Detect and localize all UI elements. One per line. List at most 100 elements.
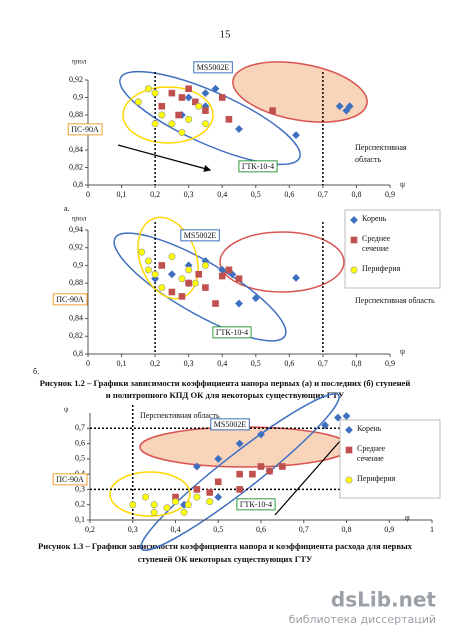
- x-tick-label: 0,7: [299, 525, 309, 534]
- circle-point: [134, 98, 142, 106]
- diamond-point: [192, 462, 201, 471]
- annotation: MS5002E: [184, 231, 217, 240]
- region-ellipse: [109, 471, 191, 517]
- circle-point: [350, 266, 358, 274]
- x-tick-label: 0: [86, 190, 90, 199]
- circle-point: [185, 115, 193, 123]
- diamond-point: [251, 294, 260, 303]
- x-tick-label: 0,5: [251, 190, 261, 199]
- region-ellipse: [219, 231, 345, 293]
- y-tick-label: 0,1: [75, 515, 85, 524]
- square-point: [266, 467, 273, 475]
- legend-label: Среднее сечение: [357, 444, 386, 463]
- x-axis-label: φ: [405, 513, 410, 522]
- circle-point: [151, 270, 159, 278]
- x-tick-label: 0,5: [213, 525, 223, 534]
- y-tick-label: 0,9: [73, 92, 83, 101]
- annotation: ПС-90А: [56, 475, 84, 484]
- square-point: [202, 107, 209, 114]
- square-point: [178, 94, 186, 101]
- square-point: [185, 85, 192, 93]
- legend-label: Корень: [362, 214, 387, 223]
- y-tick-label: 0,2: [75, 500, 85, 509]
- y-tick-label: 0,88: [69, 278, 83, 287]
- x-tick-label: 0,9: [385, 359, 395, 368]
- diamond-point: [292, 131, 300, 140]
- circle-point: [193, 493, 201, 501]
- diamond-point: [257, 430, 265, 439]
- circle-point: [206, 498, 214, 506]
- legend-entry: Корень: [357, 424, 381, 433]
- circle-point: [168, 120, 176, 128]
- y-tick-label: 0,8: [73, 349, 83, 358]
- x-tick-label: 0,7: [318, 359, 328, 368]
- circle-point: [138, 248, 146, 256]
- circle-point: [150, 501, 158, 509]
- diamond-point: [235, 439, 244, 448]
- square-point: [168, 89, 176, 97]
- region-ellipse: [140, 392, 340, 552]
- x-tick-label: 0,4: [217, 359, 227, 368]
- watermark-tagline: библиотека диссертаций: [289, 613, 436, 626]
- circle-point: [168, 253, 176, 261]
- legend-entry: Среднее сечение: [362, 234, 390, 253]
- y-tick-label: 0,92: [69, 243, 83, 252]
- y-tick-label: 0,3: [75, 484, 85, 493]
- x-tick-label: 0,6: [256, 525, 266, 534]
- x-tick-label: 0,2: [150, 190, 160, 199]
- y-axis-label: ηпол: [72, 58, 87, 66]
- circle-point: [178, 275, 186, 283]
- square-point: [218, 94, 226, 101]
- square-point: [350, 236, 358, 244]
- page-number: 15: [220, 29, 232, 41]
- square-point: [218, 272, 226, 280]
- square-point: [214, 478, 222, 486]
- watermark-brand: dsLib.net: [331, 588, 437, 612]
- diamond-point: [342, 106, 351, 115]
- square-point: [269, 107, 276, 114]
- square-point: [158, 262, 166, 269]
- circle-point: [201, 120, 209, 128]
- x-tick-label: 0,2: [150, 359, 160, 368]
- x-tick-label: 0,1: [117, 190, 127, 199]
- annotation-box: [212, 326, 252, 339]
- annotation-box: [52, 473, 88, 486]
- annotation: MS5002E: [214, 420, 247, 429]
- annotation: Перспективная: [355, 143, 407, 152]
- annotation-box: [238, 160, 278, 173]
- x-tick-label: 0,8: [342, 525, 352, 534]
- diamond-point: [345, 102, 354, 111]
- x-tick-label: 0,6: [284, 190, 294, 199]
- x-tick-label: 0,4: [171, 525, 181, 534]
- panel-label: а.: [64, 204, 70, 213]
- y-tick-label: 0,82: [69, 162, 83, 171]
- annotation: Перспективная область: [140, 411, 220, 420]
- x-tick-label: 0,8: [351, 359, 361, 368]
- x-tick-label: 0,2: [85, 525, 95, 534]
- x-tick-label: 0,5: [251, 359, 261, 368]
- circle-point: [158, 111, 166, 119]
- legend-entry: Среднее сечение: [357, 444, 386, 463]
- diamond-point: [214, 493, 223, 501]
- square-point: [192, 98, 199, 106]
- square-point: [235, 275, 243, 283]
- annotation: MS5002E: [197, 63, 230, 72]
- diamond-point: [167, 270, 176, 279]
- caption: Рисунок 1.3 – Графики зависимости коэффи…: [38, 541, 413, 551]
- diamond-point: [342, 412, 351, 420]
- square-point: [225, 116, 233, 123]
- x-tick-label: 0,7: [318, 190, 328, 199]
- square-point: [202, 284, 209, 291]
- legend-box: [339, 419, 441, 499]
- square-point: [193, 486, 201, 493]
- square-point: [175, 111, 182, 119]
- circle-point: [129, 501, 137, 509]
- caption: и политропного КПД ОК для некоторых суще…: [106, 390, 345, 400]
- annotation-box: [210, 418, 250, 431]
- diamond-point: [184, 93, 193, 102]
- circle-point: [185, 266, 193, 274]
- annotation: ПС-90А: [71, 125, 99, 134]
- caption: ступеней ОК некоторых существующих ГТУ: [138, 554, 313, 564]
- legend-entry: Периферия: [357, 474, 395, 483]
